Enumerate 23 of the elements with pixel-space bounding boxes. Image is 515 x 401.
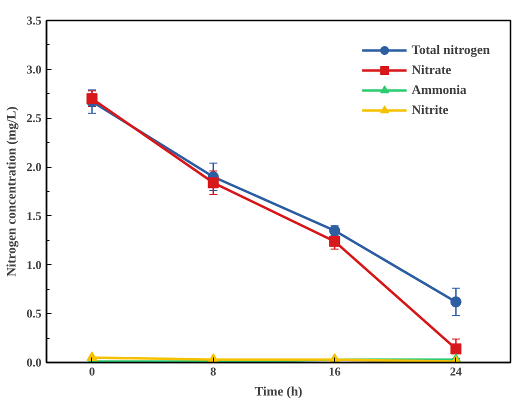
legend-label: Ammonia	[412, 82, 467, 98]
point	[86, 93, 98, 104]
x-tick-label: 24	[450, 364, 462, 378]
point	[329, 236, 340, 247]
point	[208, 177, 219, 188]
x-tick-label: 0	[88, 364, 95, 378]
x-tick-label: 8	[210, 364, 216, 378]
x-tick-label: 16	[328, 364, 341, 378]
legend-label: Nitrate	[412, 62, 452, 78]
legend-label: Nitrite	[412, 102, 448, 118]
point	[86, 351, 98, 361]
y-tick-label: 2.5	[26, 111, 42, 126]
point	[450, 296, 462, 308]
y-tick-label: 0.0	[26, 356, 42, 370]
x-axis-title: Time (h)	[254, 384, 302, 398]
y-tick-label: 0.5	[26, 306, 42, 321]
y-axis-title: Nitrogen concentration (mg/L)	[4, 106, 18, 277]
legend-label: Total nitrogen	[412, 42, 490, 58]
y-tick-label: 3.0	[26, 62, 42, 76]
y-tick-label: 2.0	[26, 160, 42, 174]
y-tick-label: 3.5	[26, 14, 42, 28]
y-tick-label: 1.5	[26, 208, 42, 223]
y-tick-label: 1.0	[26, 258, 42, 272]
